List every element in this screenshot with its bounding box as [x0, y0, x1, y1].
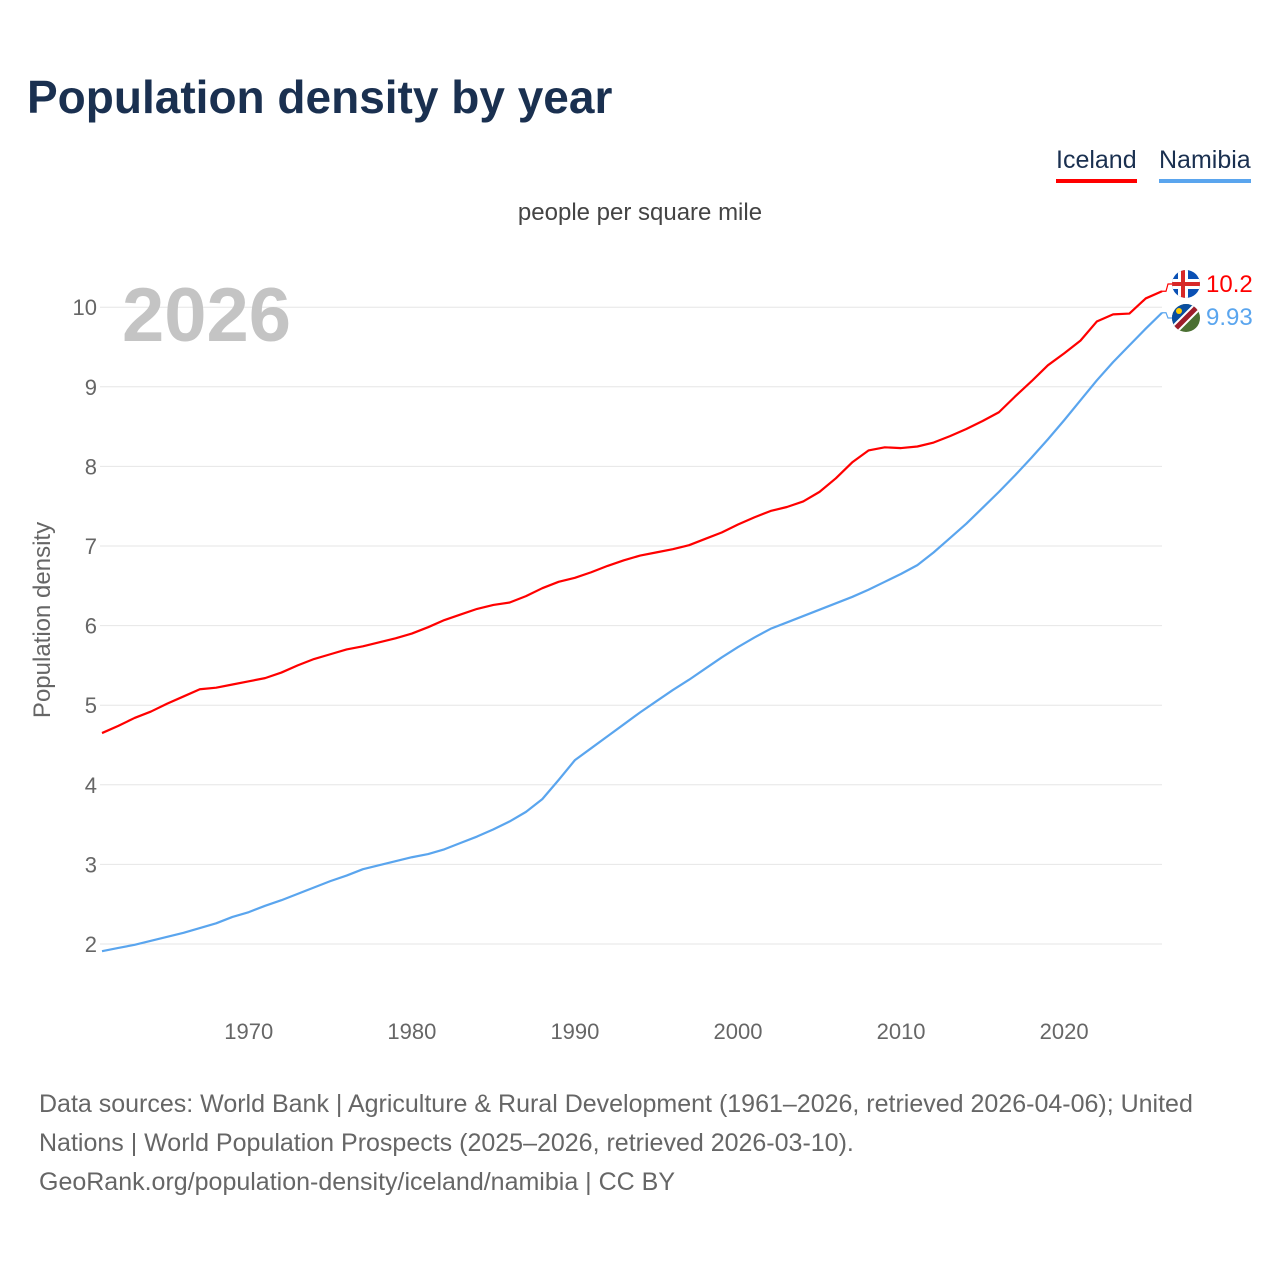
y-tick-label: 10: [73, 295, 97, 320]
legend-namibia[interactable]: Namibia: [1159, 146, 1251, 183]
y-tick-label: 2: [85, 932, 97, 957]
namibia-flag-icon: [1172, 304, 1200, 332]
x-tick-label: 1990: [550, 1019, 599, 1044]
chart-subtitle: people per square mile: [517, 199, 763, 226]
y-tick-label: 4: [85, 773, 97, 798]
y-tick-label: 9: [85, 375, 97, 400]
legend-iceland[interactable]: Iceland: [1056, 146, 1137, 183]
iceland-flag-icon: [1172, 270, 1200, 298]
y-tick-label: 3: [85, 852, 97, 877]
series-line-namibia[interactable]: [101, 311, 1163, 953]
year-watermark: 2026: [122, 273, 291, 358]
end-connector: [1162, 283, 1172, 292]
y-tick-label: 7: [85, 534, 97, 559]
page-title: Population density by year: [27, 71, 613, 123]
x-tick-label: 1980: [387, 1019, 436, 1044]
data-sources-text: Data sources: World Bank | Agriculture &…: [39, 1090, 1193, 1157]
namibia-end-label: 9.93: [1206, 304, 1253, 331]
x-tick-label: 1970: [224, 1019, 273, 1044]
y-tick-label: 8: [85, 454, 97, 479]
x-tick-label: 2020: [1040, 1019, 1089, 1044]
y-tick-label: 5: [85, 693, 97, 718]
footer-sources: Data sources: World Bank | Agriculture &…: [39, 1085, 1249, 1202]
x-tick-label: 2010: [877, 1019, 926, 1044]
series-line-iceland[interactable]: [101, 290, 1163, 735]
y-tick-label: 6: [85, 614, 97, 639]
end-connector: [1162, 312, 1172, 319]
attribution-link[interactable]: GeoRank.org/population-density/iceland/n…: [39, 1168, 676, 1196]
iceland-end-label: 10.2: [1206, 271, 1253, 298]
y-axis-label: Population density: [29, 522, 56, 718]
x-tick-label: 2000: [714, 1019, 763, 1044]
